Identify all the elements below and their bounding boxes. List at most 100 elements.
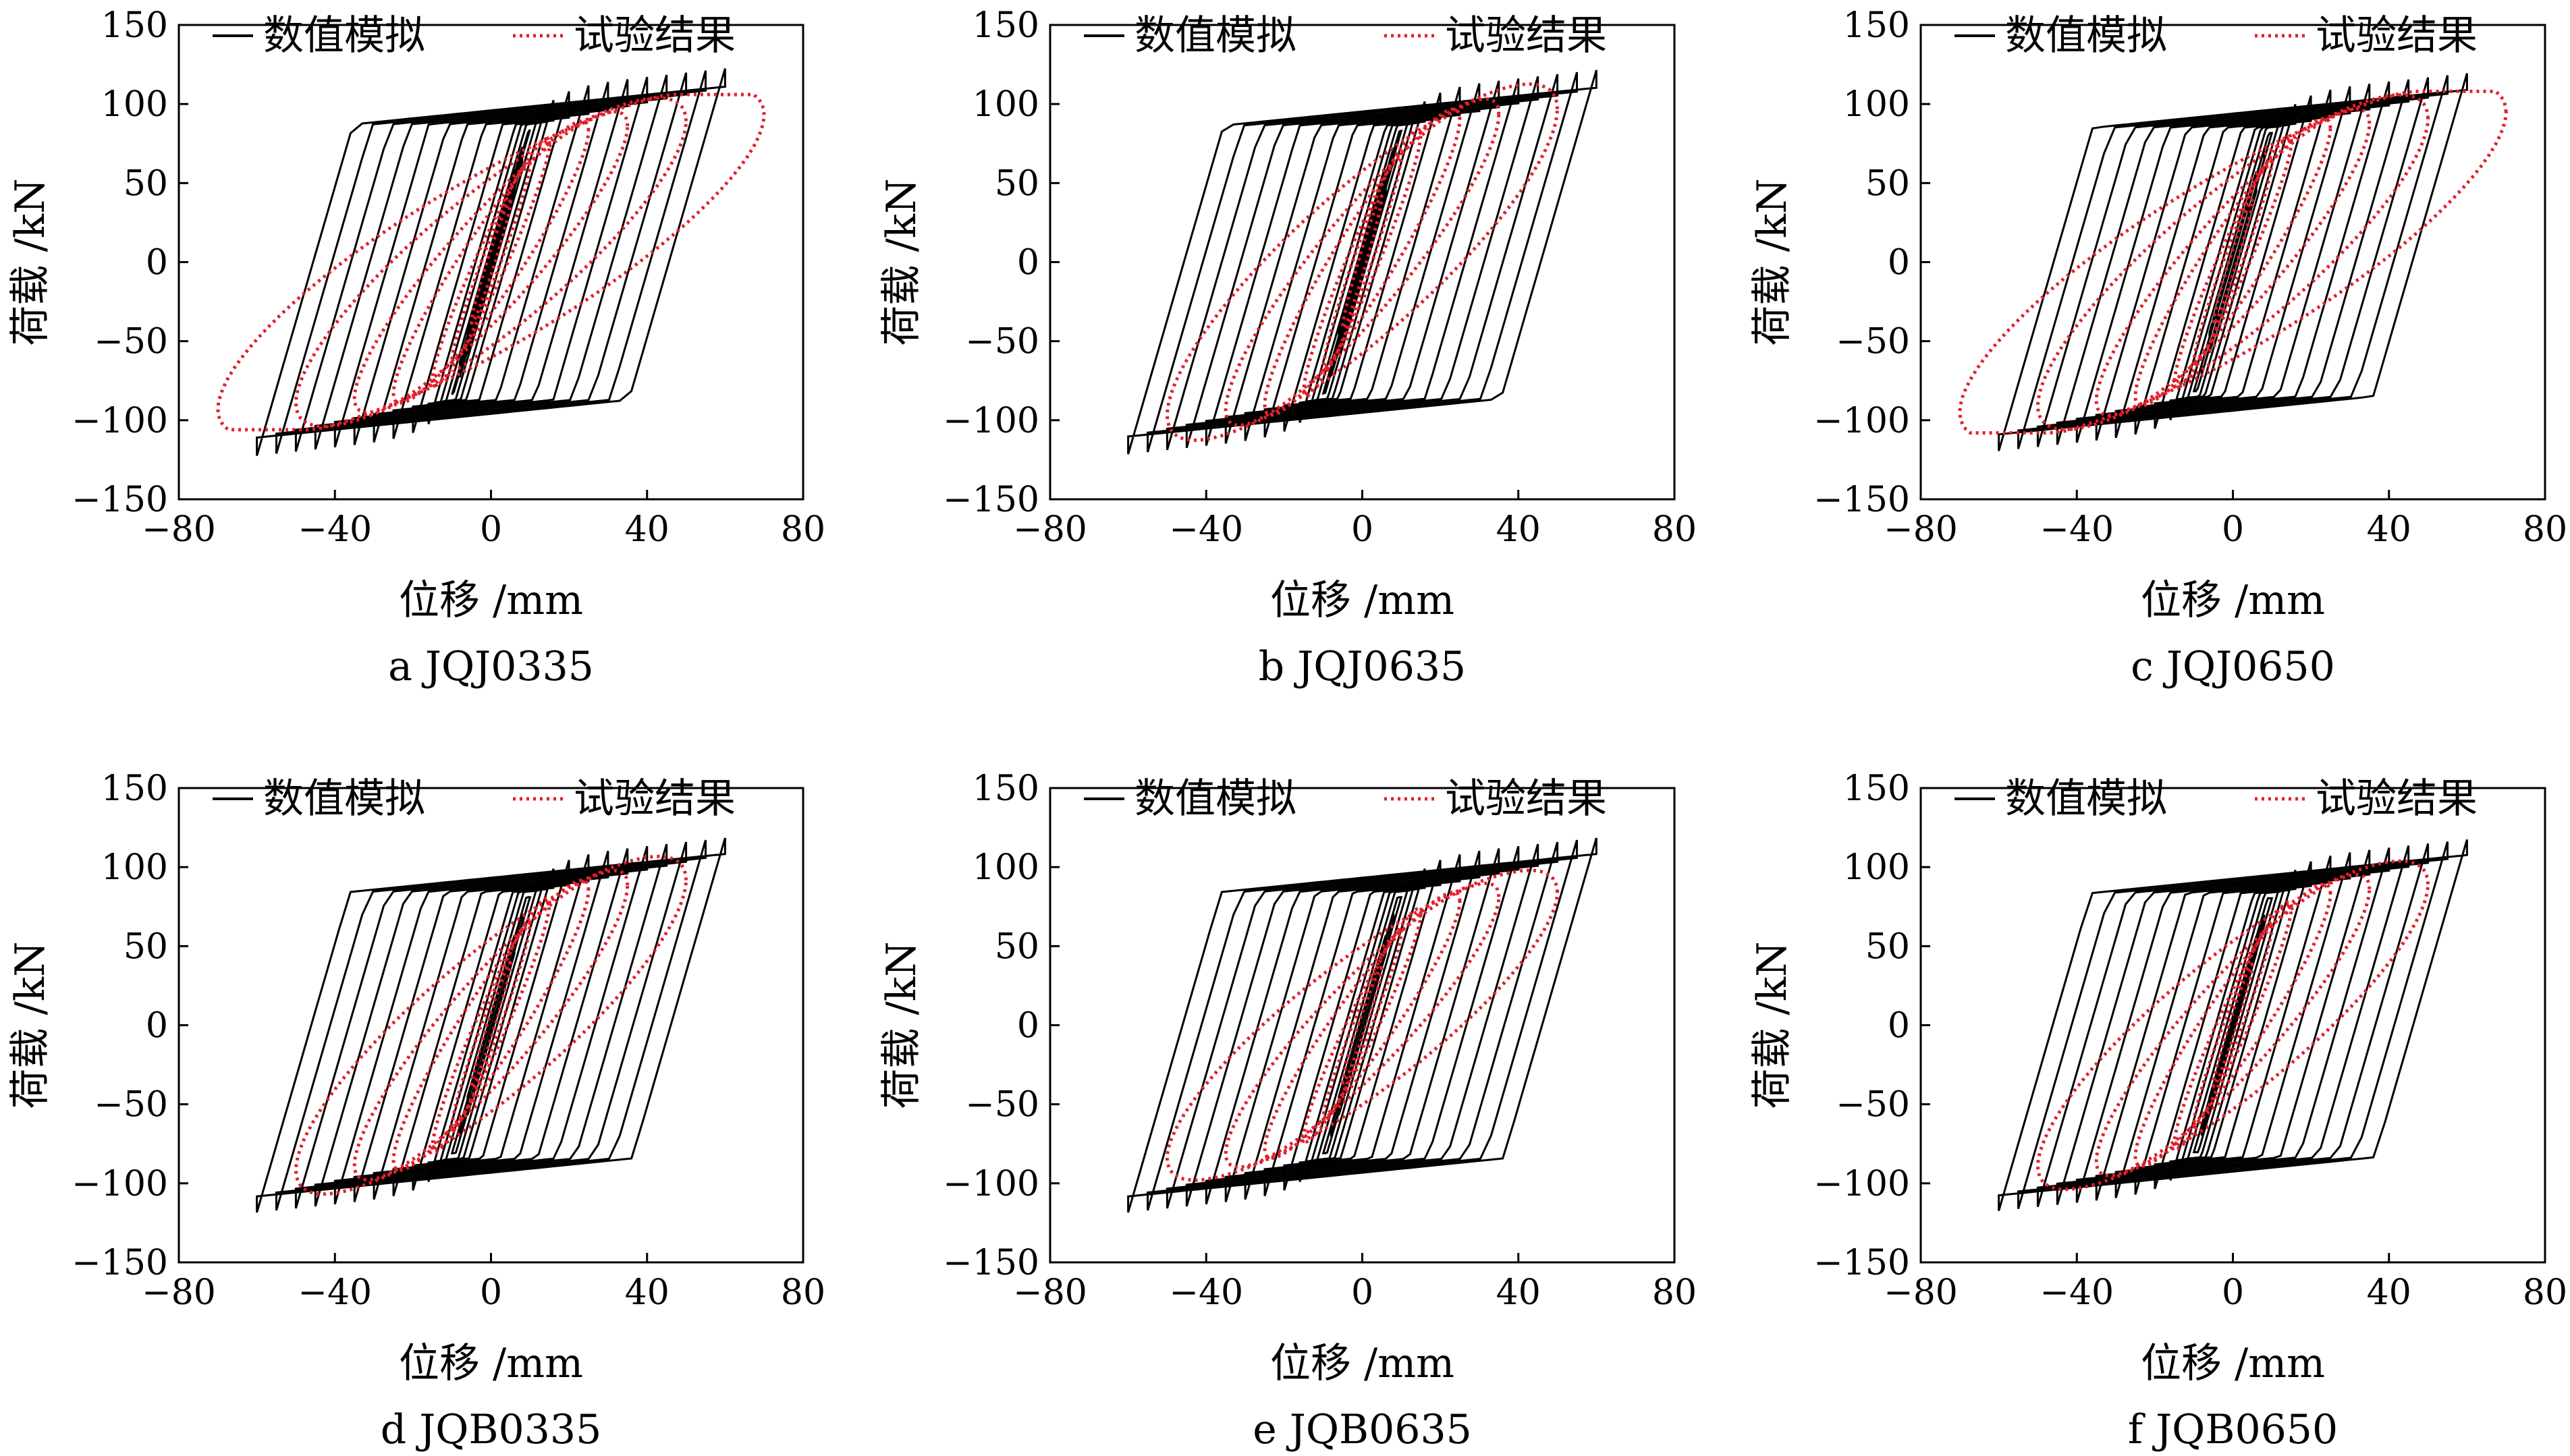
simulation-loop	[427, 100, 555, 424]
plot-frame	[177, 787, 804, 1264]
x-axis-title: 位移 /mm	[399, 577, 583, 624]
experiment-loop	[2133, 883, 2332, 1168]
legend-experiment-label: 试验结果	[1445, 775, 1607, 822]
simulation-loop	[353, 848, 629, 1202]
y-tick-label: 50	[995, 926, 1039, 967]
x-axis-title: 位移 /mm	[399, 1340, 583, 1387]
simulation-loop	[294, 841, 688, 1209]
simulation-loop	[1321, 896, 1403, 1154]
simulation-loop	[2036, 77, 2430, 447]
x-tick-label: 0	[2222, 1272, 2244, 1313]
simulation-loop	[2017, 841, 2449, 1210]
y-tick-label: 50	[1865, 163, 1910, 204]
simulation-loop	[314, 843, 668, 1207]
y-tick-label: 150	[101, 5, 168, 46]
simulation-loop	[2154, 861, 2312, 1189]
y-tick-label: −50	[965, 322, 1039, 362]
simulation-loop	[2095, 83, 2371, 441]
experiment-loop	[2212, 962, 2254, 1088]
y-axis-title: 荷载 /kN	[7, 941, 54, 1109]
simulation-loop	[1127, 837, 1597, 1213]
y-tick-label: 0	[1017, 1006, 1039, 1046]
y-tick-label: 150	[973, 5, 1039, 46]
series-group	[1998, 839, 2468, 1212]
x-axis-title: 位移 /mm	[1270, 577, 1454, 624]
y-tick-label: −50	[94, 1085, 168, 1125]
panel-caption: b JQJ0635	[1259, 643, 1466, 690]
simulation-loop	[450, 896, 532, 1154]
legend-simulation-label: 数值模拟	[1134, 12, 1296, 59]
experiment-loop	[470, 199, 512, 325]
simulation-loop	[1185, 843, 1539, 1207]
y-tick-label: 50	[995, 163, 1039, 204]
series-group	[216, 68, 766, 456]
x-tick-label: 40	[625, 1272, 669, 1313]
experiment-loop	[352, 868, 630, 1182]
simulation-loop	[275, 70, 707, 454]
x-tick-label: −40	[2040, 509, 2114, 550]
panel-caption: c JQJ0650	[2131, 643, 2335, 690]
chart-panel: −80 −40 0 40 80 −150 −100 −50 0 50 100 150 位移 /mm 荷载 …	[878, 5, 1697, 690]
simulation-loop	[314, 74, 668, 450]
simulation-loop	[1298, 868, 1426, 1182]
simulation-loop	[2192, 132, 2274, 393]
chart-panel: −80 −40 0 40 80 −150 −100 −50 0 50 100 150 位移 /mm 荷载 …	[7, 5, 825, 690]
simulation-loop	[2169, 870, 2297, 1181]
simulation-loop	[1998, 839, 2468, 1212]
simulation-loop	[1224, 80, 1500, 444]
y-tick-label: 100	[1843, 84, 1910, 125]
x-tick-label: 40	[625, 509, 669, 550]
y-tick-label: −100	[943, 1164, 1039, 1204]
x-tick-label: −40	[298, 509, 372, 550]
x-tick-label: −40	[1169, 1272, 1243, 1313]
simulation-loop	[1263, 86, 1461, 438]
simulation-loop	[2134, 89, 2332, 435]
y-tick-label: 0	[146, 1006, 168, 1046]
x-tick-label: 40	[1496, 509, 1541, 550]
y-tick-label: 100	[1843, 847, 1910, 888]
experiment-loop	[2192, 921, 2274, 1129]
x-tick-label: 40	[2367, 1272, 2411, 1313]
experiment-loop	[1165, 82, 1560, 443]
simulation-loop	[2056, 79, 2410, 445]
x-tick-label: 80	[781, 509, 825, 550]
legend-experiment-label: 试验结果	[2316, 12, 2478, 59]
plot-frame	[1049, 787, 1676, 1264]
y-tick-label: 50	[1865, 926, 1910, 967]
x-tick-label: 0	[2222, 509, 2244, 550]
simulation-loop	[2075, 847, 2390, 1203]
simulation-loop	[353, 79, 629, 445]
simulation-loop	[275, 839, 707, 1211]
x-tick-label: 80	[1652, 1272, 1697, 1313]
experiment-loop	[2133, 117, 2332, 408]
y-tick-label: 0	[146, 243, 168, 283]
simulation-loop	[333, 76, 649, 448]
simulation-loop	[1263, 853, 1461, 1197]
x-tick-label: 80	[1652, 509, 1697, 550]
simulation-loop	[1298, 101, 1426, 423]
simulation-loop	[256, 68, 726, 456]
y-tick-label: −50	[1836, 1085, 1910, 1125]
y-tick-label: −100	[72, 1164, 168, 1204]
experiment-loop	[2212, 198, 2254, 327]
y-tick-label: −150	[1813, 480, 1910, 520]
simulation-loop	[373, 82, 609, 443]
x-tick-label: 0	[480, 509, 502, 550]
panel-caption: e JQB0635	[1253, 1406, 1472, 1453]
y-tick-label: 150	[1843, 768, 1910, 809]
series-group	[1958, 73, 2508, 451]
y-tick-label: −50	[1836, 322, 1910, 362]
x-tick-label: 80	[781, 1272, 825, 1313]
simulation-loop	[2114, 852, 2351, 1198]
x-tick-label: −80	[142, 509, 216, 550]
simulation-loop	[392, 85, 590, 439]
experiment-loop	[1321, 927, 1403, 1123]
experiment-loop	[1341, 194, 1384, 331]
simulation-loop	[2095, 849, 2371, 1201]
y-tick-label: 100	[101, 847, 168, 888]
chart-panel: −80 −40 0 40 80 −150 −100 −50 0 50 100 150 位移 /mm 荷载 …	[878, 768, 1697, 1453]
x-tick-label: 0	[480, 1272, 502, 1313]
x-tick-label: 40	[1496, 1272, 1541, 1313]
y-tick-label: −150	[943, 1243, 1039, 1283]
legend-experiment-label: 试验结果	[574, 12, 736, 59]
